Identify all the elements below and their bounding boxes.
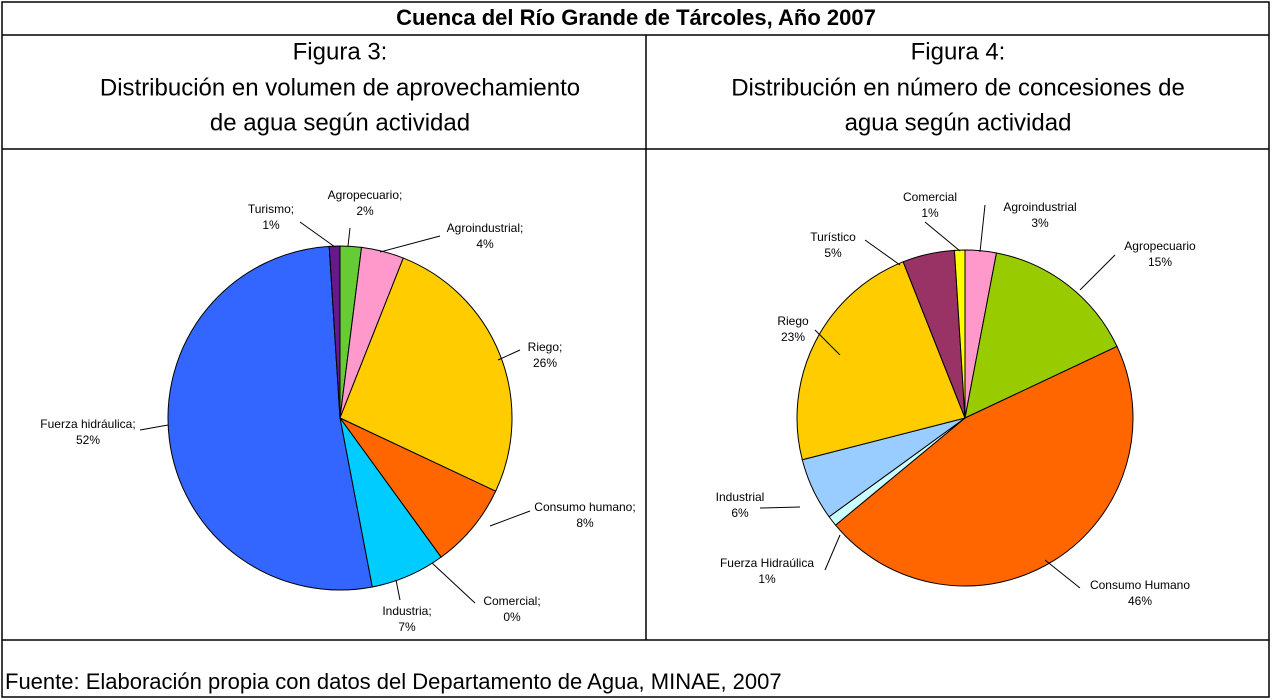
leader-line (489, 510, 531, 527)
slice-value-label: 46% (1128, 594, 1152, 608)
slice-value-label: 1% (262, 218, 280, 232)
slice-value-label: 3% (1031, 216, 1049, 230)
leader-line (1079, 254, 1116, 291)
slice-label: Fuerza Hidraúlica (720, 556, 814, 570)
slice-value-label: 15% (1148, 255, 1172, 269)
slice-label: Comercial; (483, 594, 540, 608)
slice-value-label: 8% (576, 516, 594, 530)
leader-line (924, 221, 961, 252)
source-note: Fuente: Elaboración propia con datos del… (5, 669, 782, 694)
figure-title: Distribución en volumen de aprovechamien… (100, 74, 580, 101)
slice-label: Consumo humano; (534, 500, 635, 514)
pie-slice (953, 249, 966, 419)
figure-title: de agua según actividad (210, 109, 470, 136)
slice-label: Turístico (810, 230, 856, 244)
figure-number: Figura 4: (911, 38, 1006, 65)
slice-label: Industrial (716, 490, 765, 504)
slice-label: Agropecuario (1124, 239, 1196, 253)
slice-label: Agropecuario; (328, 188, 403, 202)
leader-line (979, 204, 986, 253)
leader-line (379, 235, 441, 253)
slice-label: Riego (777, 314, 809, 328)
slice-label: Comercial (903, 190, 957, 204)
leader-line (139, 424, 169, 431)
pie-slice (167, 245, 373, 591)
slice-value-label: 0% (503, 610, 521, 624)
page-title: Cuenca del Río Grande de Tárcoles, Año 2… (396, 5, 876, 30)
figure-title: Distribución en número de concesiones de (731, 74, 1185, 101)
leader-line (814, 329, 841, 356)
leader-line (824, 534, 841, 571)
slice-value-label: 1% (758, 572, 776, 586)
leader-line (347, 227, 351, 247)
slice-value-label: 1% (921, 206, 939, 220)
slice-label: Turismo; (248, 202, 294, 216)
pie-slice (796, 261, 966, 461)
pie-slice (328, 245, 341, 419)
leader-line (299, 221, 336, 248)
slice-label: Agroindustrial (1003, 200, 1076, 214)
pie-slice (964, 252, 1118, 419)
slice-value-label: 6% (731, 506, 749, 520)
slice-label: Riego; (528, 340, 563, 354)
slice-label: Industria; (382, 604, 431, 618)
leader-line (759, 506, 801, 509)
leader-line (864, 239, 901, 266)
slice-label: Fuerza hidráulica; (40, 417, 135, 431)
slice-value-label: 7% (398, 620, 416, 634)
slice-value-label: 52% (76, 433, 100, 447)
slice-value-label: 5% (824, 246, 842, 260)
pie-slice (339, 257, 513, 492)
pie-slice (834, 345, 1134, 587)
slice-value-label: 26% (533, 356, 557, 370)
leader-line (431, 562, 476, 604)
slice-value-label: 2% (356, 204, 374, 218)
slice-label: Consumo Humano (1090, 578, 1190, 592)
leader-line (497, 349, 521, 361)
figure-number: Figura 3: (293, 38, 388, 65)
slice-label: Agroindustrial; (447, 221, 524, 235)
leader-line (1044, 559, 1081, 589)
slice-value-label: 23% (781, 330, 805, 344)
figure-title: agua según actividad (845, 109, 1072, 136)
slice-value-label: 4% (476, 237, 494, 251)
leader-line (395, 579, 401, 601)
